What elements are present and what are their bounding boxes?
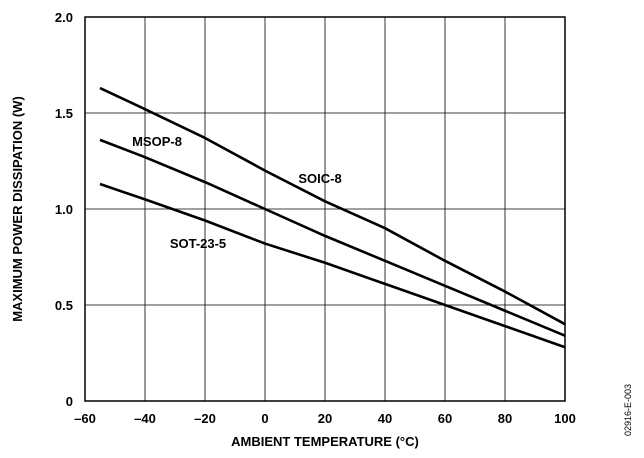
- y-axis-title: MAXIMUM POWER DISSIPATION (W): [10, 96, 25, 322]
- series-lines: [99, 86, 566, 349]
- x-tick-label: 0: [261, 411, 268, 426]
- x-tick-label: 80: [498, 411, 512, 426]
- series-label-sot-23-5: SOT-23-5: [170, 236, 226, 251]
- grid: [85, 17, 565, 401]
- x-tick-label: 20: [318, 411, 332, 426]
- series-label-msop-8: MSOP-8: [132, 134, 182, 149]
- y-tick-label: 2.0: [55, 10, 73, 25]
- x-tick-label: 40: [378, 411, 392, 426]
- x-tick-label: –40: [134, 411, 156, 426]
- x-tick-label: 60: [438, 411, 452, 426]
- series-line-soic-8: [99, 86, 566, 326]
- y-tick-labels: 0 0.5 1.0 1.5 2.0: [55, 10, 73, 409]
- series-label-soic-8: SOIC-8: [298, 171, 341, 186]
- x-tick-label: –60: [74, 411, 96, 426]
- series-line-msop-8: [99, 138, 566, 337]
- x-tick-label: 100: [554, 411, 576, 426]
- series-labels: MSOP-8 SOIC-8 SOT-23-5: [132, 134, 342, 251]
- y-tick-label: 0: [66, 394, 73, 409]
- plot-frame: [84, 16, 566, 402]
- y-tick-label: 1.0: [55, 202, 73, 217]
- y-tick-label: 0.5: [55, 298, 73, 313]
- x-tick-label: –20: [194, 411, 216, 426]
- x-tick-labels: –60 –40 –20 0 20 40 60 80 100: [74, 411, 576, 426]
- figure-id: 02916-E-003: [623, 384, 633, 436]
- x-axis-title: AMBIENT TEMPERATURE (°C): [231, 434, 419, 449]
- series-line-sot-23-5: [99, 182, 566, 349]
- y-tick-label: 1.5: [55, 106, 73, 121]
